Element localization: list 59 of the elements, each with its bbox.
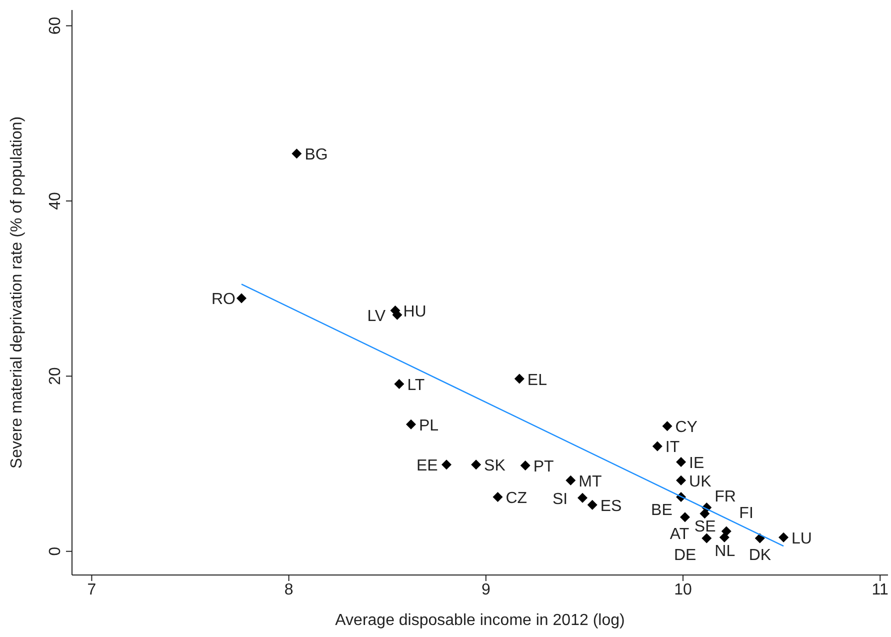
annotation: LT	[407, 377, 425, 394]
x-tick-label: 8	[284, 581, 294, 598]
point	[719, 532, 730, 542]
x-tick-label: 11	[872, 581, 889, 598]
point	[652, 441, 662, 452]
point	[577, 492, 588, 503]
point	[236, 293, 247, 304]
annotation: IE	[689, 455, 704, 472]
annotation: SK	[484, 458, 506, 475]
annotation: AT	[670, 526, 690, 543]
annotation: DK	[748, 547, 772, 564]
annotation: ES	[600, 498, 622, 515]
annotation: EL	[527, 372, 548, 389]
point	[492, 492, 503, 502]
point	[441, 460, 452, 470]
x-tick-label: 9	[481, 581, 490, 598]
annotation: PT	[533, 458, 554, 476]
point	[778, 532, 789, 542]
y-tick-label: 60	[47, 16, 64, 35]
y-tick-label: 20	[47, 367, 64, 386]
y-axis-title: Severe material deprivation rate (% of population)	[8, 116, 26, 469]
annotation: DE	[674, 546, 696, 564]
point	[292, 148, 302, 159]
x-tick-label: 10	[674, 581, 692, 598]
annotation: FR	[714, 488, 736, 506]
x-axis-title: Average disposable income in 2012 (log)	[335, 612, 625, 629]
annotation: BG	[304, 146, 328, 164]
point	[676, 475, 686, 486]
point	[566, 475, 576, 486]
annotation: IT	[665, 439, 680, 456]
annotation: RO	[212, 291, 236, 308]
point	[514, 374, 524, 384]
annotation: CZ	[506, 490, 528, 508]
y-tick-label: 40	[47, 192, 64, 210]
annotation: LV	[367, 308, 386, 325]
point	[662, 421, 672, 432]
annotation: LU	[792, 530, 812, 548]
point	[406, 419, 416, 430]
annotation: HU	[403, 303, 426, 320]
point	[676, 457, 686, 467]
annotation: NL	[714, 543, 736, 560]
annotation: FI	[739, 505, 754, 522]
annotation: UK	[689, 473, 712, 490]
point	[520, 460, 530, 471]
point	[702, 533, 712, 544]
y-tick-label: 0	[47, 546, 64, 556]
point	[394, 379, 404, 390]
annotation: EE	[416, 458, 438, 475]
point	[471, 460, 482, 470]
point	[700, 508, 710, 519]
annotation: CY	[675, 419, 698, 436]
point	[587, 500, 598, 510]
annotation: SE	[694, 518, 716, 536]
annotation: PL	[419, 417, 439, 434]
point	[680, 512, 690, 522]
annotation: MT	[578, 473, 602, 490]
annotation: BE	[651, 502, 672, 520]
x-tick-label: 7	[87, 581, 96, 598]
annotation: SI	[552, 490, 568, 508]
